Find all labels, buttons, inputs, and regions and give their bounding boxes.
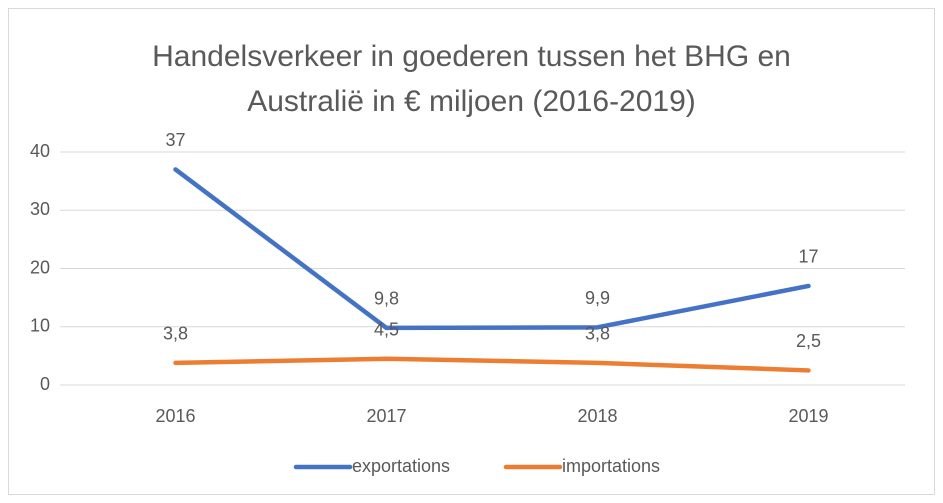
y-tick-label: 40 <box>30 141 50 161</box>
data-label: 3,8 <box>585 324 610 344</box>
chart-title: Handelsverkeer in goederen tussen het BH… <box>152 40 791 118</box>
legend-label: exportations <box>352 456 450 476</box>
data-label: 2,5 <box>796 331 821 351</box>
x-tick-label: 2016 <box>155 406 195 426</box>
y-tick-label: 10 <box>30 316 50 336</box>
data-label: 3,8 <box>163 324 188 344</box>
x-tick-label: 2017 <box>366 406 406 426</box>
legend-label: importations <box>562 456 660 476</box>
data-label: 9,8 <box>374 289 399 309</box>
y-tick-label: 0 <box>40 374 50 394</box>
y-tick-label: 20 <box>30 257 50 277</box>
y-tick-label: 30 <box>30 199 50 219</box>
data-label: 17 <box>798 247 818 267</box>
x-tick-label: 2018 <box>577 406 617 426</box>
data-line <box>173 356 811 373</box>
data-label: 9,9 <box>585 288 610 308</box>
data-label: 37 <box>165 130 185 150</box>
data-label: 4,5 <box>374 320 399 340</box>
data-line <box>173 167 811 331</box>
chart-border <box>8 8 935 495</box>
x-tick-label: 2019 <box>788 406 828 426</box>
